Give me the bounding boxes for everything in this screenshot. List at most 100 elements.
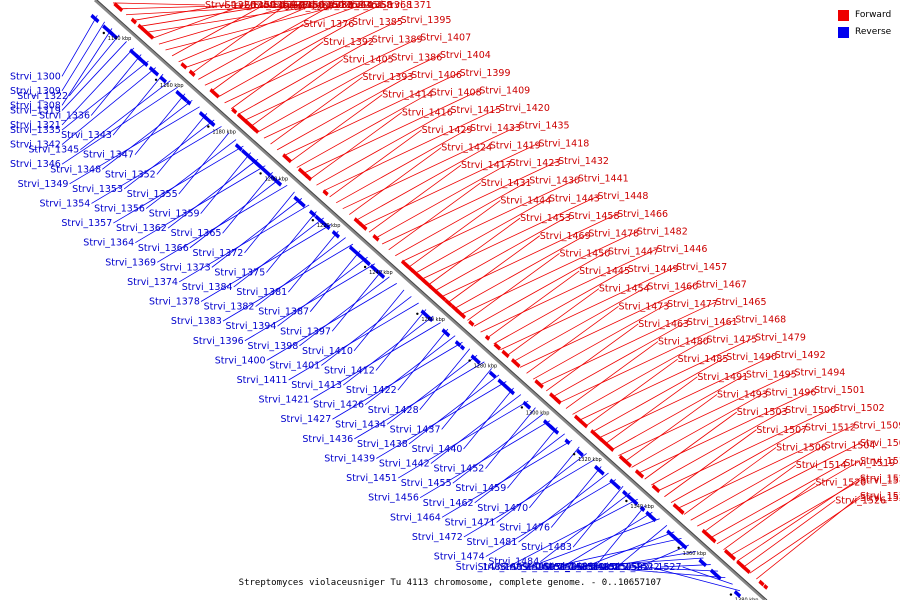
reverse-gene-label[interactable]: Strvi_1387 [258, 307, 309, 318]
forward-gene-label[interactable]: Strvi_1363 [313, 0, 364, 11]
forward-gene-label[interactable]: Strvi_1386 [391, 52, 442, 63]
forward-gene-label[interactable]: Strvi_1502 [834, 403, 885, 414]
reverse-gene-label[interactable]: Strvi_1349 [18, 179, 69, 190]
reverse-gene-label[interactable]: Strvi_1352 [105, 169, 156, 180]
forward-gene-label[interactable]: Strvi_1468 [735, 315, 786, 326]
reverse-gene-label[interactable]: Strvi_1474 [434, 552, 485, 563]
forward-gene-label[interactable]: Strvi_1389 [372, 35, 423, 46]
forward-gene-label[interactable]: Strvi_1445 [579, 266, 630, 277]
forward-gene-label[interactable]: Strvi_1420 [499, 103, 550, 114]
forward-gene-label[interactable]: Strvi_1333 [302, 0, 353, 11]
forward-gene-label[interactable]: Strvi_1444 [500, 195, 551, 206]
forward-gene-label[interactable]: Strvi_1415 [450, 105, 501, 116]
forward-gene-label[interactable]: Strvi_1393 [363, 72, 414, 83]
forward-gene-label[interactable]: Strvi_1418 [538, 138, 589, 149]
forward-gene-label[interactable]: Strvi_1435 [519, 121, 570, 132]
reverse-gene-label[interactable]: Strvi_1510 [554, 562, 605, 573]
reverse-gene-label[interactable]: Strvi_1372 [193, 248, 244, 259]
forward-gene-label[interactable]: Strvi_1360 [293, 0, 344, 11]
reverse-gene-label[interactable]: Strvi_1505 [587, 562, 638, 573]
forward-gene-label[interactable]: Strvi_1367 [284, 1, 335, 12]
forward-gene-label[interactable]: Strvi_1506 [776, 442, 827, 453]
forward-gene-label[interactable]: Strvi_1370 [264, 0, 315, 11]
forward-gene-label[interactable]: Strvi_1466 [617, 209, 668, 220]
forward-gene-label[interactable]: Strvi_1518 [860, 476, 900, 487]
forward-gene-label[interactable]: Strvi_1447 [608, 246, 659, 257]
forward-gene-label[interactable]: Strvi_1513 [860, 456, 900, 467]
reverse-gene-label[interactable]: Strvi_1487 [565, 562, 616, 573]
reverse-gene-label[interactable]: Strvi_1343 [61, 130, 112, 141]
reverse-gene-label[interactable]: Strvi_1369 [105, 257, 156, 268]
reverse-gene-label[interactable]: Strvi_1525 [576, 562, 627, 573]
forward-gene-label[interactable]: Strvi_1495 [746, 370, 797, 381]
reverse-gene-label[interactable]: Strvi_1489 [478, 562, 529, 573]
forward-gene-label[interactable]: Strvi_1429 [422, 125, 473, 136]
forward-gene-label[interactable]: Strvi_1458 [569, 211, 620, 222]
reverse-gene-label[interactable]: Strvi_1427 [280, 414, 331, 425]
reverse-gene-label[interactable]: Strvi_1342 [10, 140, 61, 151]
reverse-gene-label[interactable]: Strvi_1436 [302, 434, 353, 445]
reverse-gene-label[interactable]: Strvi_1400 [215, 355, 266, 366]
forward-gene-label[interactable]: Strvi_1441 [578, 174, 629, 185]
forward-gene-label[interactable]: Strvi_1358 [341, 0, 392, 11]
reverse-gene-label[interactable]: Strvi_1308 [10, 100, 61, 111]
reverse-gene-label[interactable]: Strvi_1472 [412, 532, 463, 543]
reverse-gene-label[interactable]: Strvi_1378 [149, 297, 200, 308]
forward-gene-label[interactable]: Strvi_1503 [737, 407, 788, 418]
forward-gene-label[interactable]: Strvi_1494 [794, 368, 845, 379]
reverse-gene-label[interactable]: Strvi_1440 [412, 444, 463, 455]
forward-gene-label[interactable]: Strvi_1538 [860, 493, 900, 504]
forward-gene-label[interactable]: Strvi_1491 [697, 372, 748, 383]
forward-gene-label[interactable]: Strvi_1449 [628, 264, 679, 275]
reverse-gene-label[interactable]: Strvi_1362 [116, 223, 167, 234]
forward-gene-label[interactable]: Strvi_1480 [658, 337, 709, 348]
forward-gene-label[interactable]: Strvi_1508 [860, 438, 900, 449]
reverse-gene-label[interactable]: Strvi_1470 [477, 503, 528, 514]
forward-gene-label[interactable]: Strvi_1475 [707, 334, 758, 345]
reverse-gene-label[interactable]: Strvi_1335 [10, 125, 61, 136]
forward-gene-label[interactable]: Strvi_1457 [676, 262, 727, 273]
reverse-gene-label[interactable]: Strvi_1481 [467, 537, 518, 548]
forward-gene-label[interactable]: Strvi_1492 [775, 350, 826, 361]
forward-gene-label[interactable]: Strvi_1417 [461, 160, 512, 171]
reverse-gene-label[interactable]: Strvi_1375 [214, 267, 265, 278]
forward-gene-label[interactable]: Strvi_1368 [361, 0, 412, 11]
reverse-gene-label[interactable]: Strvi_1401 [269, 360, 320, 371]
forward-gene-label[interactable]: Strvi_1463 [638, 319, 689, 330]
reverse-gene-label[interactable]: Strvi_1437 [390, 424, 441, 435]
forward-gene-label[interactable]: Strvi_1408 [431, 88, 482, 99]
forward-gene-label[interactable]: Strvi_1469 [540, 231, 591, 242]
forward-gene-label[interactable]: Strvi_1385 [352, 17, 403, 28]
reverse-gene-label[interactable]: Strvi_1364 [83, 238, 134, 249]
forward-gene-label[interactable]: Strvi_1404 [440, 50, 491, 61]
forward-gene-label[interactable]: Strvi_1500 [785, 405, 836, 416]
forward-gene-label[interactable]: Strvi_1477 [667, 299, 718, 310]
forward-gene-label[interactable]: Strvi_1478 [588, 229, 639, 240]
forward-gene-label[interactable]: Strvi_1507 [756, 425, 807, 436]
reverse-gene-label[interactable]: Strvi_1322 [17, 91, 68, 102]
forward-gene-label[interactable]: Strvi_1423 [510, 158, 561, 169]
forward-gene-label[interactable]: Strvi_1326 [205, 0, 256, 11]
reverse-gene-label[interactable]: Strvi_1374 [127, 277, 178, 288]
reverse-gene-label[interactable]: Strvi_1452 [433, 464, 484, 475]
reverse-gene-label[interactable]: Strvi_1476 [499, 522, 550, 533]
reverse-gene-label[interactable]: Strvi_1353 [72, 184, 123, 195]
forward-gene-label[interactable]: Strvi_1504 [825, 440, 876, 451]
forward-gene-label[interactable]: Strvi_1512 [805, 423, 856, 434]
forward-gene-label[interactable]: Strvi_1461 [687, 317, 738, 328]
reverse-gene-label[interactable]: Strvi_1532 [598, 562, 649, 573]
forward-gene-label[interactable]: Strvi_1493 [717, 389, 768, 400]
reverse-gene-label[interactable]: Strvi_1438 [357, 439, 408, 450]
reverse-gene-label[interactable]: Strvi_1336 [39, 111, 90, 122]
forward-gene-label[interactable]: Strvi_1523 [860, 473, 900, 484]
reverse-gene-label[interactable]: Strvi_1451 [346, 473, 397, 484]
reverse-gene-label[interactable]: Strvi_1384 [182, 282, 233, 293]
forward-gene-label[interactable]: Strvi_1339 [225, 0, 276, 11]
reverse-gene-label[interactable]: Strvi_1517 [521, 562, 572, 573]
reverse-gene-label[interactable]: Strvi_1488 [543, 562, 594, 573]
forward-gene-label[interactable]: Strvi_1424 [441, 143, 492, 154]
reverse-gene-label[interactable]: Strvi_1319 [10, 105, 61, 116]
reverse-gene-label[interactable]: Strvi_1483 [521, 542, 572, 553]
reverse-gene-label[interactable]: Strvi_1321 [10, 120, 61, 131]
forward-gene-label[interactable]: Strvi_1392 [323, 37, 374, 48]
